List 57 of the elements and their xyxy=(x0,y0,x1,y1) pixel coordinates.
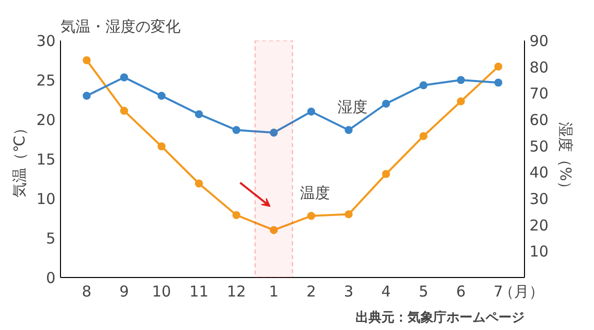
y-tick-label: 0 xyxy=(46,269,56,287)
y2-tick-label: 40 xyxy=(530,164,549,182)
y-tick-label: 20 xyxy=(36,111,56,129)
y-tick-label: 15 xyxy=(36,150,56,168)
y2-tick-label: 30 xyxy=(530,190,549,208)
x-tick-label: 6 xyxy=(456,282,466,300)
point xyxy=(194,110,203,118)
x-tick-label: 4 xyxy=(381,282,391,300)
point xyxy=(270,128,278,137)
y2-tick-label: 10 xyxy=(530,242,549,261)
x-tick-label: 3 xyxy=(344,282,354,300)
y-tick-label: 5 xyxy=(46,230,56,248)
point xyxy=(120,106,128,115)
series-label: 湿度 xyxy=(337,98,368,116)
point xyxy=(158,92,166,100)
x-tick-label: 12 xyxy=(226,282,246,300)
point xyxy=(382,170,390,178)
point xyxy=(456,97,465,106)
point xyxy=(494,62,502,71)
text: 出典元：気象庁ホームページ xyxy=(356,310,524,326)
y2-tick-label: 20 xyxy=(530,216,549,234)
point xyxy=(232,211,240,220)
point xyxy=(307,212,316,220)
point xyxy=(344,210,353,218)
y-axis-title: 気温（℃） xyxy=(10,120,28,198)
x-tick-label: 2 xyxy=(306,282,316,300)
y-tick-label: 25 xyxy=(36,72,56,90)
point xyxy=(419,132,428,140)
point xyxy=(456,76,465,84)
y2-tick-label: 70 xyxy=(530,84,549,103)
x-tick-label: 8 xyxy=(82,282,92,300)
y-tick-label: 30 xyxy=(36,32,56,50)
x-tick-label: 10 xyxy=(152,282,172,300)
x-tick-label: 5 xyxy=(418,282,428,300)
point xyxy=(120,73,128,82)
y2-tick-label: 80 xyxy=(530,58,549,76)
y2-tick-label: 90 xyxy=(530,32,549,50)
chart-title: 気温・湿度の変化 xyxy=(60,18,180,36)
series-label: 温度 xyxy=(300,184,330,202)
x-tick-label: 1 xyxy=(269,282,279,300)
point xyxy=(270,226,278,234)
x-tick-label: 11 xyxy=(189,282,208,300)
x-tick-label: 9 xyxy=(119,282,129,300)
point xyxy=(419,81,428,90)
y-tick-label: 10 xyxy=(36,190,56,208)
point xyxy=(307,108,316,116)
point xyxy=(194,179,203,188)
point xyxy=(494,78,502,87)
y2-tick-label: 60 xyxy=(530,111,549,129)
y2-tick-label: 50 xyxy=(530,137,549,156)
point xyxy=(344,126,353,134)
point xyxy=(82,56,91,64)
point xyxy=(382,100,390,108)
point xyxy=(232,126,240,134)
point xyxy=(158,142,166,150)
y2-axis-title: 湿度（%） xyxy=(556,122,575,196)
point xyxy=(82,92,91,100)
